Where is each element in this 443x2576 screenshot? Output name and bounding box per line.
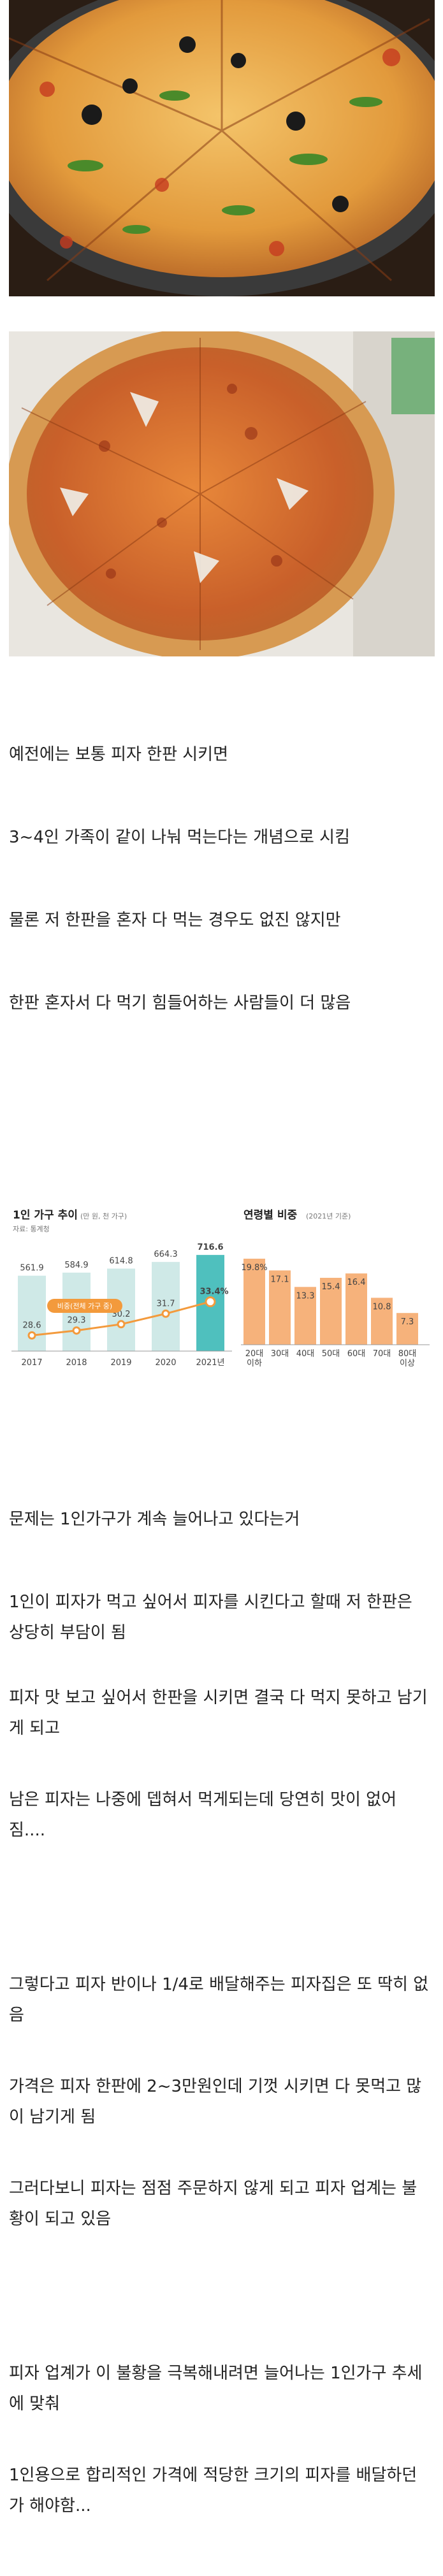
- paragraph-10: 가격은 피자 한판에 2~3만원인데 기껏 시키면 다 못먹고 많이 남기게 됨: [9, 2077, 422, 2127]
- chart1-bar-label-3: 664.3: [154, 1250, 177, 1259]
- chart1-tick-1: 2018: [66, 1358, 87, 1368]
- chart2-bar-label-2: 13.3: [296, 1291, 315, 1301]
- chart1-bar-label-2: 614.8: [109, 1257, 133, 1266]
- chart1-bar-3: [152, 1262, 180, 1351]
- chart2-tick-2: 40대: [296, 1349, 315, 1359]
- chart2-title: 연령별 비중: [243, 1208, 297, 1222]
- paragraph-13: 1인용으로 합리적인 가격에 적당한 크기의 피자를 배달하던가 해야함...: [9, 2466, 418, 2515]
- chart2-bar-label-5: 10.8: [373, 1302, 391, 1312]
- chart1-bar-label-0: 561.9: [20, 1264, 43, 1273]
- chart2-bar-3: [320, 1278, 342, 1345]
- chart2-tick-0: 20대: [245, 1349, 264, 1359]
- chart2-bar-label-0: 19.8%: [241, 1263, 267, 1273]
- chart1-point-label-0: 28.6: [23, 1321, 41, 1330]
- pizza-photo-box: [9, 331, 435, 656]
- chart1-point-3: [161, 1309, 170, 1318]
- pizza-photo-top: [9, 0, 435, 296]
- paragraph-3: 물론 저 한판을 혼자 다 먹는 경우도 없진 않지만: [9, 911, 341, 930]
- chart2-bar-5: [371, 1298, 393, 1345]
- chart1-point-4: [205, 1296, 216, 1308]
- chart2-tick-1: 30대: [271, 1349, 289, 1359]
- household-chart-svg: 1인 가구 추이 (만 원, 천 가구) 자료: 통계청 연령별 비중 (202…: [11, 1208, 430, 1368]
- chart1-point-label-3: 31.7: [157, 1299, 175, 1308]
- chart1-point-label-1: 29.3: [68, 1316, 86, 1326]
- chart2-unit: (2021년 기준): [306, 1212, 351, 1220]
- chart1-unit: (만 원, 천 가구): [80, 1212, 127, 1220]
- chart1-point-2: [117, 1320, 126, 1329]
- chart1-tick-4: 2021년: [196, 1358, 224, 1368]
- chart2-tick-0-b: 이하: [247, 1359, 262, 1368]
- chart2-bar-label-6: 7.3: [401, 1317, 414, 1327]
- chart2-bar-label-4: 16.4: [347, 1278, 366, 1287]
- chart1-legend-pill: [47, 1299, 122, 1313]
- paragraph-6: 1인이 피자가 먹고 싶어서 피자를 시킨다고 할때 저 한판은 상당히 부담이…: [9, 1593, 412, 1642]
- chart1-tick-2: 2019: [110, 1358, 131, 1368]
- chart2-tick-6: 80대: [398, 1349, 417, 1359]
- chart2-bar-label-3: 15.4: [322, 1282, 340, 1292]
- chart1-point-label-4: 33.4%: [200, 1287, 228, 1297]
- paragraph-1: 예전에는 보통 피자 한판 시키면: [9, 745, 229, 764]
- chart1-bar-label-1: 584.9: [64, 1261, 88, 1270]
- paragraph-7: 피자 맛 보고 싶어서 한판을 시키면 결국 다 먹지 못하고 남기게 되고: [9, 1688, 428, 1738]
- paragraph-11: 그러다보니 피자는 점점 주문하지 않게 되고 피자 업계는 불황이 되고 있음: [9, 2179, 418, 2229]
- chart1-point-1: [72, 1326, 81, 1335]
- paragraph-5: 문제는 1인가구가 계속 늘어나고 있다는거: [9, 1510, 300, 1529]
- paragraph-4: 한판 혼자서 다 먹기 힘들어하는 사람들이 더 많음: [9, 994, 351, 1013]
- chart2-bar-6: [396, 1313, 418, 1345]
- paragraph-8: 남은 피자는 나중에 뎁혀서 먹게되는데 당연히 맛이 없어짐....: [9, 1790, 397, 1840]
- chart2-tick-6-b: 이상: [400, 1359, 415, 1368]
- chart1-point-0: [27, 1331, 36, 1340]
- chart2-tick-3: 50대: [322, 1349, 340, 1359]
- paragraph-2: 3~4인 가족이 같이 나눠 먹는다는 개념으로 시킴: [9, 828, 351, 847]
- paragraph-9: 그렇다고 피자 반이나 1/4로 배달해주는 피자집은 또 딱히 없음: [9, 1975, 429, 2025]
- household-chart: 1인 가구 추이 (만 원, 천 가구) 자료: 통계청 연령별 비중 (202…: [9, 1205, 435, 1408]
- chart1-tick-3: 2020: [155, 1358, 176, 1368]
- chart1-bar-label-4: 716.6: [197, 1243, 223, 1252]
- chart1-legend-label: 비중(전체 가구 중): [57, 1302, 112, 1310]
- chart2-bar-label-1: 17.1: [271, 1275, 289, 1284]
- chart2-tick-5: 70대: [373, 1349, 391, 1359]
- chart2-bar-4: [345, 1273, 367, 1345]
- paragraph-12: 피자 업계가 이 불황을 극복해내려면 늘어나는 1인가구 추세에 맞춰: [9, 2364, 423, 2413]
- chart2-bar-2: [294, 1287, 316, 1345]
- chart1-bar-0: [18, 1275, 46, 1351]
- chart1-tick-0: 2017: [21, 1358, 42, 1368]
- chart2-tick-4: 60대: [347, 1349, 366, 1359]
- chart2-bar-1: [269, 1270, 291, 1345]
- chart1-source: 자료: 통계청: [13, 1225, 50, 1233]
- chart1-title: 1인 가구 추이: [13, 1209, 78, 1222]
- chart2-bar-0: [243, 1259, 265, 1345]
